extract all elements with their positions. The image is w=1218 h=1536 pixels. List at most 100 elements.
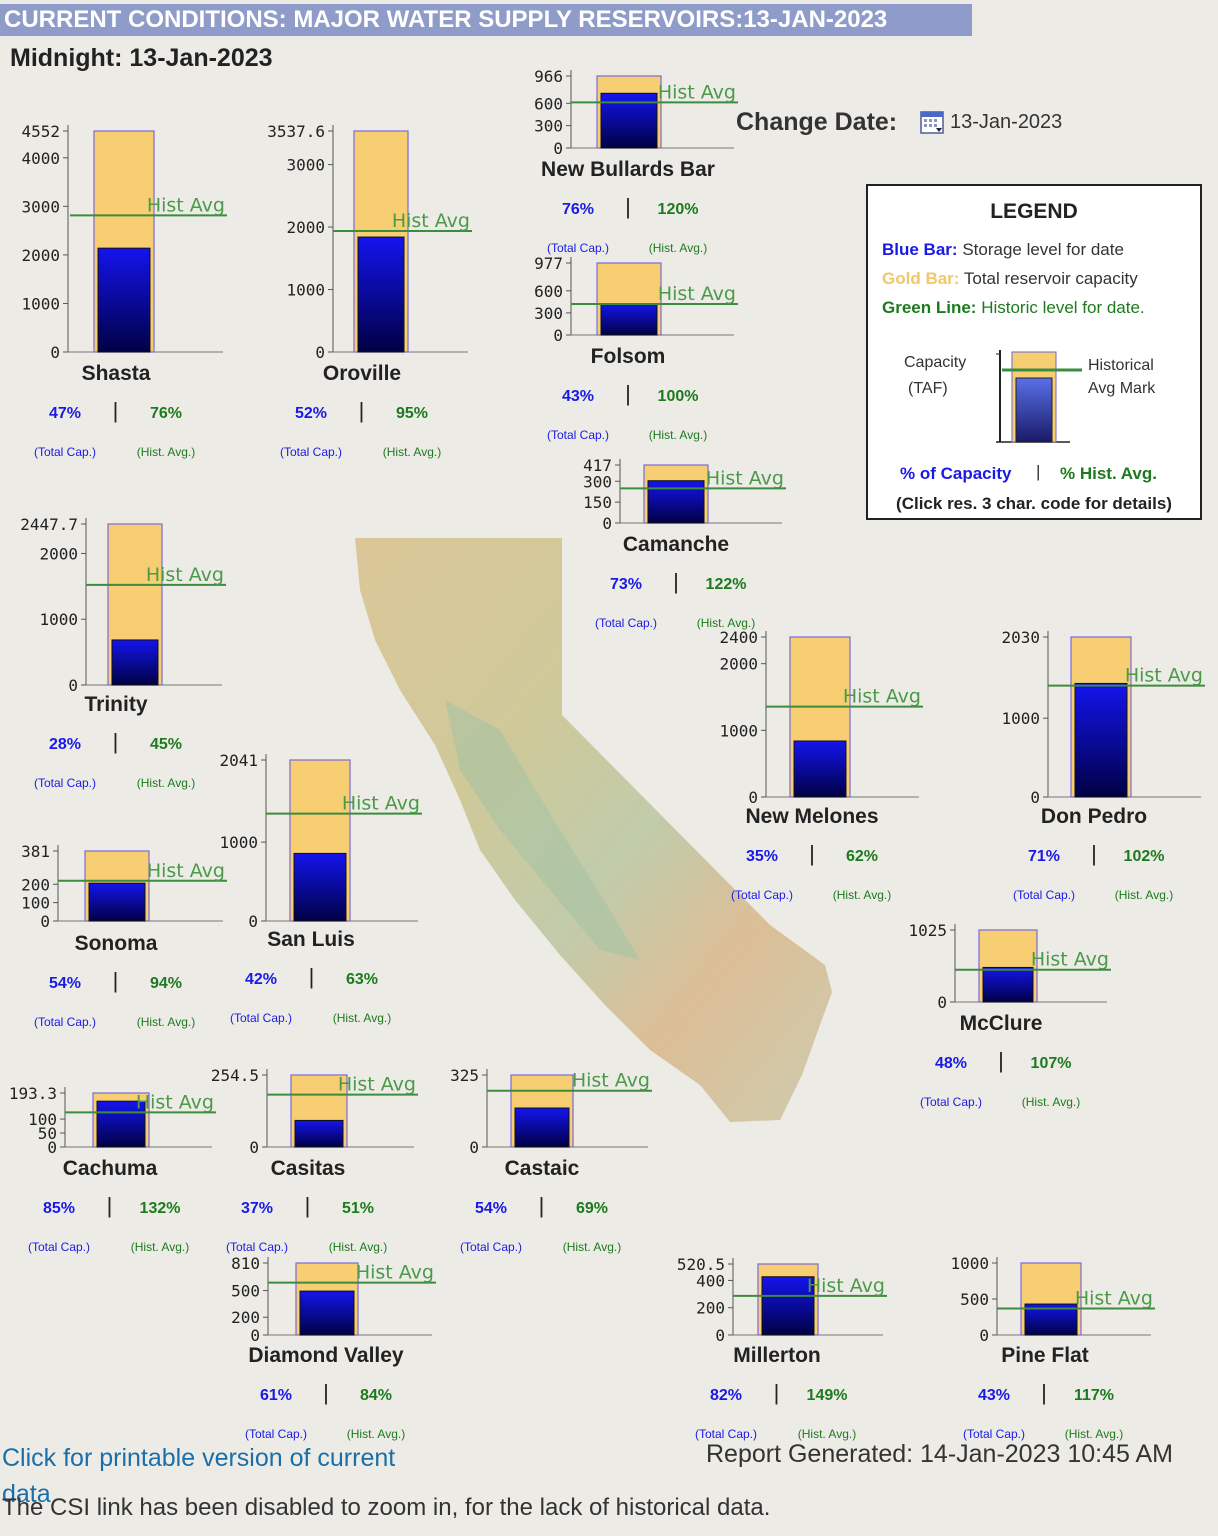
y-tick-label: 0 — [469, 1138, 479, 1157]
chart-san-luis: 0 1000 2041 Hist Avg — [219, 751, 422, 931]
total-cap-caption: (Total Cap.) — [1012, 888, 1076, 902]
storage-bar — [1074, 682, 1128, 798]
y-tick-label: 0 — [979, 1326, 989, 1345]
legend-green: Green Line: Historic level for date. — [882, 298, 1145, 318]
reservoir-name-new-bullards-bar[interactable]: New Bullards Bar — [541, 158, 715, 181]
hist-avg-label: Hist Avg — [136, 1091, 214, 1113]
storage-bar — [111, 639, 159, 686]
reservoir-name-casitas[interactable]: Casitas — [270, 1157, 346, 1180]
printable-version-link[interactable]: Click for printable version of current d… — [2, 1444, 396, 1508]
reservoir-name-diamond-valley[interactable]: Diamond Valley — [248, 1344, 404, 1367]
pct-hist-folsom: 100% — [657, 388, 699, 405]
total-cap-caption: (Total Cap.) — [27, 1240, 91, 1254]
hist-avg-caption: (Hist. Avg.) — [797, 1427, 857, 1441]
y-tick-label: 2447.7 — [20, 515, 78, 534]
reservoir-name-shasta[interactable]: Shasta — [81, 362, 151, 385]
y-tick-label: 150 — [583, 493, 612, 512]
pct-separator: | — [106, 1193, 113, 1218]
hist-avg-caption: (Hist. Avg.) — [130, 1240, 190, 1254]
pct-capacity-new-melones: 35% — [745, 848, 779, 865]
y-tick-label: 0 — [47, 1138, 57, 1157]
storage-bar — [88, 882, 146, 922]
chart-castaic: 0 325 Hist Avg — [450, 1066, 652, 1157]
y-tick-label: 0 — [553, 139, 563, 158]
reservoir-name-san-luis[interactable]: San Luis — [267, 928, 355, 951]
pct-separator: | — [358, 398, 365, 423]
pct-separator: | — [773, 1380, 780, 1405]
pct-hist-shasta: 76% — [149, 405, 183, 422]
y-tick-label: 100 — [28, 1110, 57, 1129]
reservoir-name-new-melones[interactable]: New Melones — [745, 805, 879, 828]
reservoir-name-sonoma[interactable]: Sonoma — [74, 932, 158, 955]
pct-hist-san-luis: 63% — [345, 971, 379, 988]
reservoir-name-folsom[interactable]: Folsom — [590, 345, 666, 368]
legend-separator: | — [1036, 462, 1041, 481]
y-tick-label: 0 — [40, 912, 50, 931]
pct-hist-castaic: 69% — [575, 1200, 609, 1217]
date-value[interactable]: 13-Jan-2023 — [950, 111, 1063, 133]
storage-bar — [299, 1290, 355, 1336]
hist-avg-caption: (Hist. Avg.) — [1021, 1095, 1081, 1109]
y-tick-label: 0 — [248, 912, 258, 931]
chart-new-bullards-bar: 0 300 600 966 Hist Avg — [534, 67, 738, 158]
hist-avg-label: Hist Avg — [146, 564, 224, 586]
y-tick-label: 2000 — [39, 544, 78, 563]
total-cap-caption: (Total Cap.) — [225, 1240, 289, 1254]
reservoir-name-castaic[interactable]: Castaic — [504, 1157, 580, 1180]
pct-capacity-oroville: 52% — [294, 405, 328, 422]
legend: LEGEND Blue Bar: Storage level for date … — [866, 184, 1202, 520]
reservoir-name-pine-flat[interactable]: Pine Flat — [1001, 1344, 1089, 1367]
hist-avg-caption: (Hist. Avg.) — [332, 1011, 392, 1025]
chart-casitas: 0 254.5 Hist Avg — [211, 1066, 418, 1157]
y-tick-label: 1025 — [908, 921, 947, 940]
legend-capacity-2: (TAF) — [908, 380, 948, 397]
reservoir-name-oroville[interactable]: Oroville — [322, 362, 402, 385]
reservoir-name-millerton[interactable]: Millerton — [733, 1344, 821, 1367]
y-tick-label: 2030 — [1001, 628, 1040, 647]
pct-hist-trinity: 45% — [149, 736, 183, 753]
reservoir-name-don-pedro[interactable]: Don Pedro — [1040, 805, 1148, 828]
y-tick-label: 1000 — [286, 281, 325, 300]
hist-avg-caption: (Hist. Avg.) — [648, 241, 708, 255]
y-tick-label: 600 — [534, 94, 563, 113]
legend-gold: Gold Bar: Total reservoir capacity — [882, 269, 1138, 289]
reservoir-name-cachuma[interactable]: Cachuma — [62, 1157, 158, 1180]
csi-note: The CSI link has been disabled to zoom i… — [2, 1494, 771, 1521]
y-tick-label: 2400 — [719, 628, 758, 647]
total-cap-caption: (Total Cap.) — [546, 241, 610, 255]
pct-capacity-shasta: 47% — [48, 405, 82, 422]
y-tick-label: 0 — [68, 676, 78, 695]
reservoir-name-camanche[interactable]: Camanche — [622, 533, 730, 556]
legend-blue-text: Storage level for date — [962, 240, 1124, 259]
reservoir-name-mcclure[interactable]: McClure — [959, 1012, 1043, 1035]
hist-avg-label: Hist Avg — [147, 860, 225, 882]
hist-avg-caption: (Hist. Avg.) — [696, 616, 756, 630]
y-tick-label: 400 — [696, 1271, 725, 1290]
calendar-icon[interactable] — [920, 110, 944, 134]
change-date-label: Change Date: — [736, 108, 898, 136]
storage-bar — [294, 1119, 344, 1148]
pct-hist-pine-flat: 117% — [1073, 1387, 1115, 1404]
y-tick-label: 417 — [583, 456, 612, 475]
storage-bar — [647, 480, 705, 524]
storage-bar — [293, 852, 347, 922]
pct-separator: | — [304, 1193, 311, 1218]
y-tick-label: 1000 — [719, 721, 758, 740]
hist-avg-caption: (Hist. Avg.) — [328, 1240, 388, 1254]
pct-capacity-trinity: 28% — [48, 736, 82, 753]
y-tick-label: 500 — [960, 1290, 989, 1309]
y-tick-label: 520.5 — [677, 1255, 725, 1274]
y-tick-label: 600 — [534, 282, 563, 301]
pct-separator: | — [112, 968, 119, 993]
pct-hist-casitas: 51% — [341, 1200, 375, 1217]
page-title: CURRENT CONDITIONS: MAJOR WATER SUPPLY R… — [0, 4, 972, 36]
y-tick-label: 0 — [715, 1326, 725, 1345]
pct-capacity-pine-flat: 43% — [977, 1387, 1011, 1404]
total-cap-caption: (Total Cap.) — [594, 616, 658, 630]
y-tick-label: 4000 — [21, 149, 60, 168]
reservoir-name-trinity[interactable]: Trinity — [84, 693, 148, 716]
pct-separator: | — [809, 841, 815, 866]
total-cap-caption: (Total Cap.) — [229, 1011, 293, 1025]
